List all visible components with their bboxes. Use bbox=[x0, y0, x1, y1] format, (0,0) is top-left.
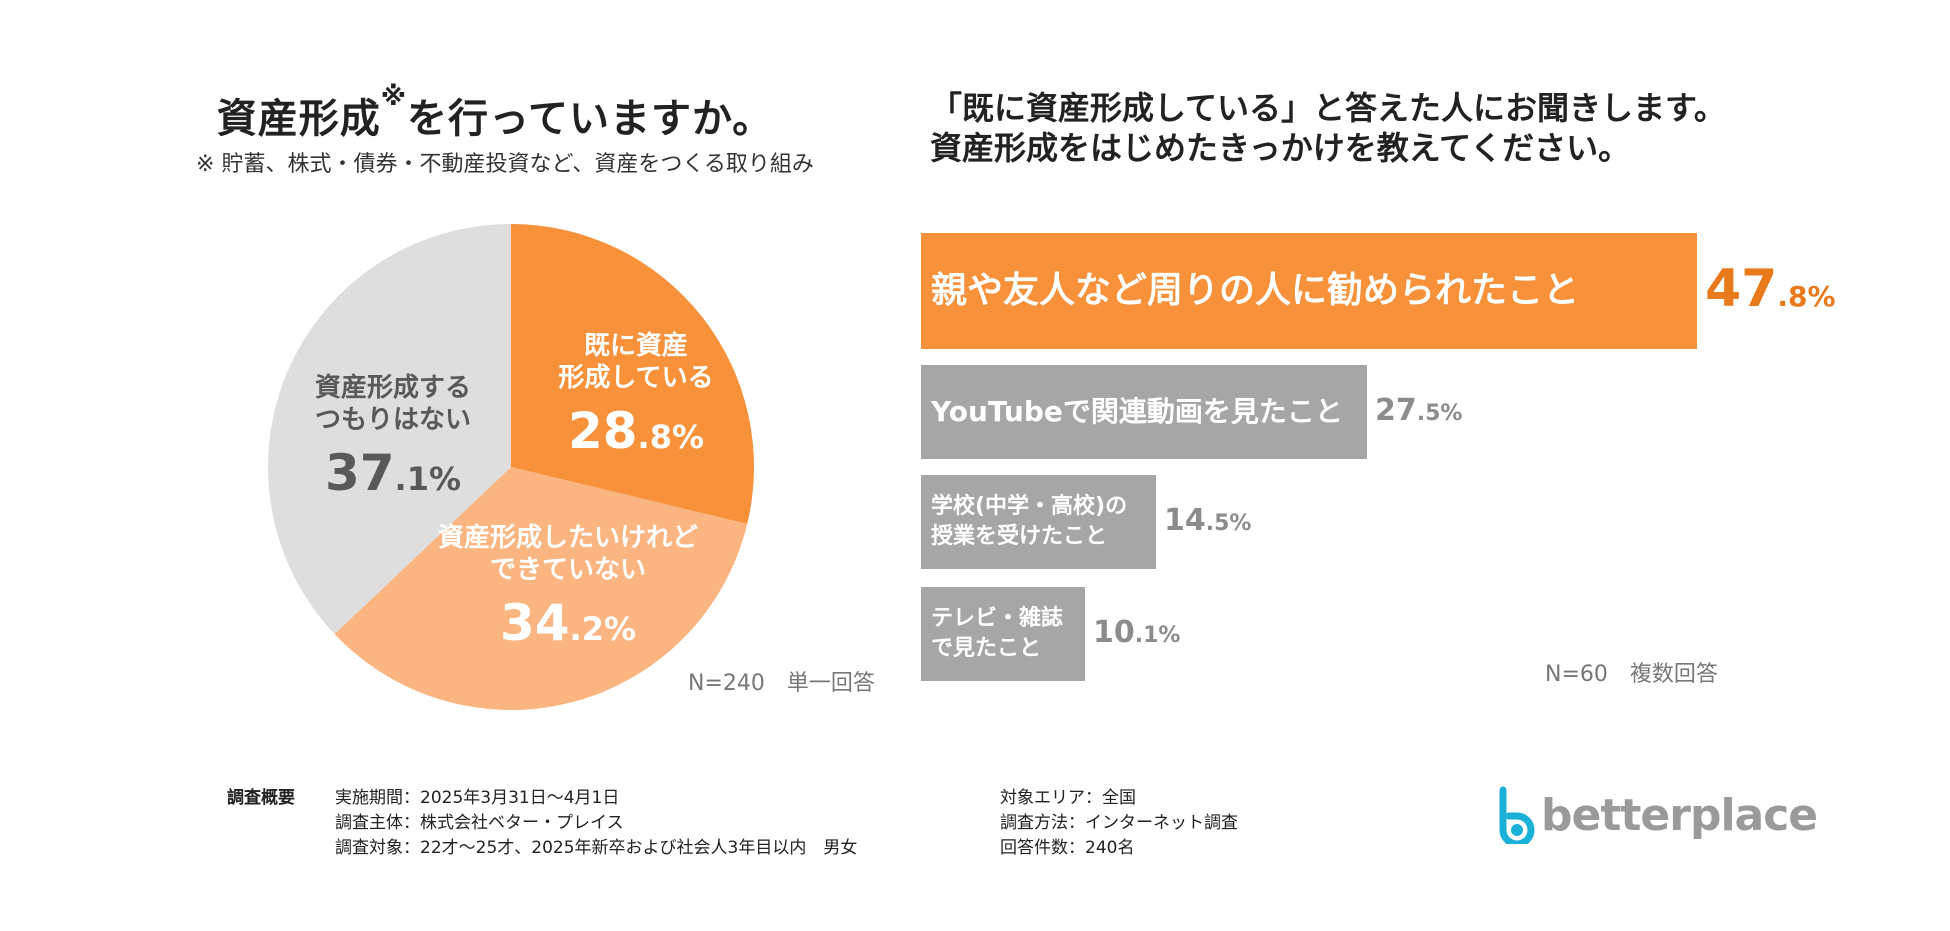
pie-label-line1: 資産形成する bbox=[314, 373, 471, 403]
pie-label-line2: つもりはない bbox=[314, 405, 471, 435]
betterplace-logo: betterplace bbox=[1495, 786, 1818, 844]
bar-2: 学校(中学・高校)の 授業を受けたこと bbox=[921, 475, 1156, 569]
bar-title-line1: 「既に資産形成している」と答えた人にお聞きします。 bbox=[930, 89, 1726, 127]
pie-label-line1: 資産形成したいけれど bbox=[437, 523, 698, 553]
pie-label-line1: 既に資産 bbox=[583, 331, 688, 361]
bar-label-line2: で見たこと bbox=[931, 636, 1042, 661]
survey-area: 対象エリア：全国 bbox=[1000, 788, 1136, 808]
bar-0: 親や友人など周りの人に勧められたこと bbox=[921, 233, 1697, 349]
bar-label-line2: 授業を受けたこと bbox=[931, 524, 1108, 549]
logo-text: betterplace bbox=[1541, 789, 1818, 841]
pie-slice-1 bbox=[334, 467, 748, 710]
bar-title-line2: 資産形成をはじめたきっかけを教えてください。 bbox=[930, 129, 1631, 167]
survey-responses: 回答件数：240名 bbox=[1000, 838, 1135, 858]
bar-3: テレビ・雑誌 で見たこと bbox=[921, 587, 1085, 681]
logo-mark-icon bbox=[1499, 786, 1535, 844]
pie-chart-note: ※ 貯蓄、株式・債券・不動産投資など、資産をつくる取り組み bbox=[196, 152, 814, 177]
title-footnote-mark: ※ bbox=[380, 82, 408, 112]
bar-label-0: 親や友人など周りの人に勧められたこと bbox=[931, 269, 1579, 313]
bar-value-3: 10.1% bbox=[1093, 615, 1181, 651]
bar-label-line1: テレビ・雑誌 bbox=[931, 606, 1064, 631]
pie-n-label: N=240 単一回答 bbox=[688, 671, 875, 696]
pie-value-label: 28.8% bbox=[567, 402, 705, 460]
pie-value-label: 34.2% bbox=[499, 594, 637, 652]
pie-chart: 既に資産 形成している 28.8% 資産形成したいけれど できていない 34.2% 資産形成… bbox=[266, 222, 756, 712]
survey-organizer: 調査主体：株式会社ベター・プレイス bbox=[335, 813, 624, 833]
bar-label-line1: 親や友人など周りの人に勧められたこと bbox=[931, 270, 1580, 311]
pie-slice-2 bbox=[268, 224, 511, 635]
survey-target: 調査対象：22才〜25才、2025年新卒および社会人3年目以内 男女 bbox=[335, 838, 858, 858]
bar-1: YouTubeで関連動画を見たこと bbox=[921, 365, 1367, 459]
bar-label-3: テレビ・雑誌 で見たこと bbox=[931, 604, 1063, 664]
bar-label-2: 学校(中学・高校)の 授業を受けたこと bbox=[931, 492, 1127, 552]
survey-period: 実施期間：2025年3月31日〜4月1日 bbox=[335, 788, 620, 808]
bar-chart-title: 「既に資産形成している」と答えた人にお聞きします。 資産形成をはじめたきっかけを… bbox=[930, 88, 1726, 168]
title-rest: を行っていますか。 bbox=[407, 96, 774, 142]
pie-slice-0 bbox=[511, 224, 754, 525]
pie-slice-label-0: 既に資産 形成している 28.8% bbox=[486, 330, 786, 468]
bar-label-line1: 学校(中学・高校)の bbox=[931, 494, 1128, 519]
pie-chart-title: 資産形成※を行っていますか。 bbox=[140, 82, 850, 144]
pie-value-label: 37.1% bbox=[324, 444, 462, 502]
pie-slice-label-1: 資産形成したいけれど できていない 34.2% bbox=[418, 522, 718, 660]
bar-label-line1: YouTubeで関連動画を見たこと bbox=[931, 395, 1343, 428]
pie-label-line2: できていない bbox=[489, 555, 646, 585]
title-main: 資産形成 bbox=[216, 96, 381, 142]
survey-heading: 調査概要 bbox=[227, 788, 295, 808]
pie-svg bbox=[268, 224, 754, 710]
bar-n-label: N=60 複数回答 bbox=[1545, 662, 1718, 687]
pie-label-line2: 形成している bbox=[558, 363, 714, 393]
bar-value-1: 27.5% bbox=[1375, 393, 1463, 429]
bar-value-0: 47.8% bbox=[1705, 258, 1836, 319]
pie-slice-label-2: 資産形成する つもりはない 37.1% bbox=[243, 372, 543, 510]
bar-label-1: YouTubeで関連動画を見たこと bbox=[931, 394, 1343, 430]
survey-method: 調査方法：インターネット調査 bbox=[1000, 813, 1238, 833]
bar-value-2: 14.5% bbox=[1164, 503, 1252, 539]
